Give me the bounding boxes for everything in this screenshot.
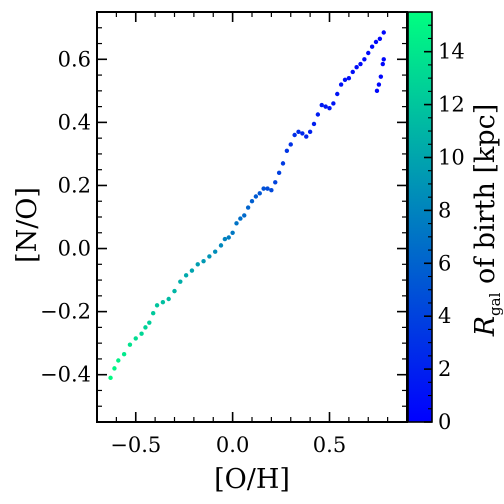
colorbar-tick-label: 6 xyxy=(438,251,451,275)
data-point xyxy=(133,336,138,341)
data-point xyxy=(284,148,290,153)
data-point xyxy=(112,366,117,371)
data-point xyxy=(280,161,286,166)
y-tick-label: −0.2 xyxy=(40,300,91,324)
y-tick-label: 0.2 xyxy=(58,173,91,197)
data-point xyxy=(362,57,367,62)
colorbar-tick-label: 0 xyxy=(438,410,451,434)
data-point xyxy=(369,44,375,49)
data-point xyxy=(222,236,228,242)
x-tick-label: −0.5 xyxy=(110,433,161,457)
data-point xyxy=(234,221,239,226)
data-point xyxy=(338,82,344,87)
data-point xyxy=(257,191,262,196)
x-axis-ticks: −0.5 0.0 0.5 xyxy=(96,12,408,457)
data-point xyxy=(376,82,382,87)
colorbar-label-rest: of birth [kpc] xyxy=(470,104,501,293)
data-point xyxy=(288,142,293,147)
data-point xyxy=(273,180,278,185)
y-tick-label: 0.4 xyxy=(58,110,91,134)
data-point xyxy=(307,129,313,135)
data-point xyxy=(374,88,380,94)
data-point xyxy=(195,262,200,267)
data-point xyxy=(147,320,152,325)
data-point xyxy=(127,342,133,347)
y-axis-ticks: −0.4 −0.2 0.0 0.2 0.4 0.6 xyxy=(40,27,407,407)
data-point xyxy=(108,375,113,381)
colorbar-tick-label: 14 xyxy=(438,40,465,64)
data-point xyxy=(116,358,121,363)
data-point xyxy=(319,102,324,108)
data-point xyxy=(143,325,148,330)
data-point xyxy=(311,121,317,127)
data-point xyxy=(218,243,224,248)
x-tick-label: 0.0 xyxy=(216,433,249,457)
data-point xyxy=(346,76,352,81)
colorbar-ticks: 0 2 4 6 8 10 12 14 xyxy=(424,24,465,434)
data-point xyxy=(350,69,355,75)
colorbar-tick-label: 8 xyxy=(438,198,451,222)
data-point xyxy=(242,213,247,218)
data-point xyxy=(160,299,166,305)
plot-frame xyxy=(96,11,408,423)
data-point xyxy=(276,170,282,176)
colorbar xyxy=(407,11,433,423)
colorbar-tick-label: 4 xyxy=(438,304,451,328)
data-point xyxy=(154,303,160,308)
data-point xyxy=(327,105,332,111)
data-point xyxy=(150,310,156,316)
data-point xyxy=(265,186,270,191)
data-point xyxy=(354,64,359,70)
data-point xyxy=(315,112,321,117)
y-tick-label: −0.4 xyxy=(40,363,91,387)
x-tick-label: 0.5 xyxy=(313,433,346,457)
data-point xyxy=(261,186,266,191)
data-point xyxy=(381,57,386,62)
data-point xyxy=(121,351,127,357)
data-point xyxy=(304,134,309,139)
data-point xyxy=(207,254,212,259)
x-axis-label: [O/H] xyxy=(214,464,290,495)
colorbar-label: Rgal of birth [kpc] xyxy=(470,104,504,338)
colorbar-tick-label: 2 xyxy=(438,357,451,381)
data-point xyxy=(238,216,243,221)
data-point xyxy=(183,273,189,278)
data-point xyxy=(178,279,183,284)
data-point xyxy=(139,331,144,336)
data-point xyxy=(212,249,218,254)
y-tick-label: 0.0 xyxy=(58,237,91,261)
data-point xyxy=(226,235,231,240)
data-point xyxy=(201,258,206,264)
data-point xyxy=(296,129,301,135)
data-point xyxy=(380,61,385,67)
data-point xyxy=(373,39,379,45)
data-point xyxy=(300,131,305,136)
data-point xyxy=(269,187,274,193)
data-point xyxy=(335,91,340,97)
colorbar-label-main: R xyxy=(470,316,501,337)
data-point xyxy=(189,268,195,273)
data-point xyxy=(378,74,384,79)
data-point xyxy=(249,199,255,204)
data-point xyxy=(172,288,177,294)
y-axis-label: [N/O] xyxy=(12,187,43,263)
data-point xyxy=(230,230,235,235)
data-point xyxy=(331,101,336,106)
data-point xyxy=(381,30,386,35)
colorbar-label-sub: gal xyxy=(486,292,504,316)
colorbar-tick-label: 10 xyxy=(438,145,465,169)
scatter-points xyxy=(108,30,386,381)
data-point xyxy=(377,36,383,42)
y-tick-label: 0.6 xyxy=(58,47,91,71)
data-point xyxy=(342,77,348,83)
data-point xyxy=(323,104,328,109)
colorbar-tick-label: 12 xyxy=(438,93,465,117)
data-point xyxy=(366,50,371,56)
data-point xyxy=(292,132,297,138)
data-point xyxy=(245,205,251,210)
data-point xyxy=(253,194,259,199)
data-point xyxy=(166,296,171,302)
data-point xyxy=(358,61,363,67)
